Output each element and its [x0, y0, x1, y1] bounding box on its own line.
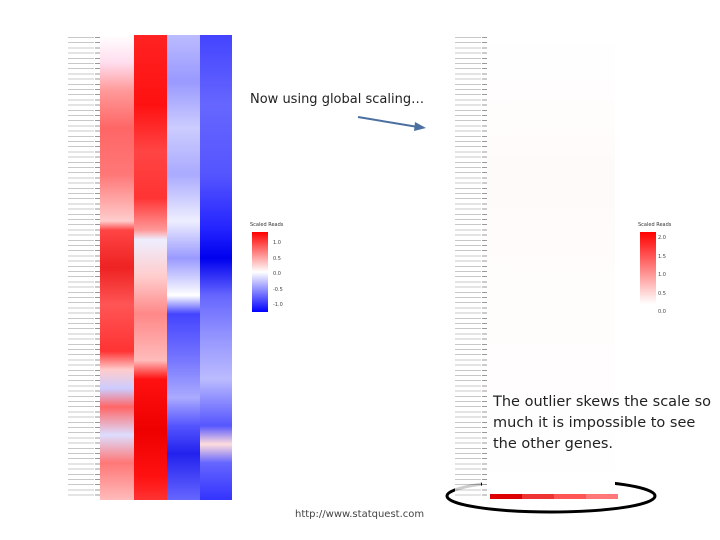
legend-bar: [252, 232, 268, 312]
gene-labels: [68, 35, 94, 500]
gene-labels: [455, 35, 481, 500]
url: http://www.statquest.com: [295, 509, 425, 520]
note: Now using global scaling…: [250, 92, 425, 107]
heatmap-column: [134, 35, 167, 500]
legend-label: -1.0: [273, 302, 283, 308]
heatmap-right: [487, 35, 615, 500]
legend-label: 0.5: [658, 290, 666, 297]
heatmap-left: [100, 35, 232, 500]
legend-label: -0.5: [273, 286, 283, 293]
gene-ticks: [482, 35, 487, 500]
heatmap-column: [167, 35, 200, 500]
legend-label: 1.0: [273, 240, 281, 246]
legend-title: Scaled Reads: [638, 222, 672, 228]
legend-bar: [640, 232, 656, 304]
outlier-cell: [586, 494, 618, 499]
outlier-row: [490, 494, 618, 499]
legend-label: 1.0: [658, 272, 666, 278]
caption: The outlier skews the scale so much it i…: [493, 394, 712, 452]
heatmap-column: [200, 35, 232, 500]
arrow-head: [414, 122, 426, 131]
outlier-cell: [522, 494, 554, 499]
legend-label: 0.0: [273, 271, 281, 277]
arrow: [357, 116, 419, 128]
legend-label: 0.5: [273, 255, 281, 262]
legend-label: 2.0: [658, 235, 666, 241]
legend-label: 1.5: [658, 253, 666, 260]
heatmap-column: [100, 35, 134, 500]
legend-label: 0.0: [658, 309, 666, 315]
legend-title: Scaled Reads: [250, 222, 284, 228]
outlier-cell: [554, 494, 586, 499]
outlier-cell: [490, 494, 522, 499]
gene-ticks: [95, 35, 100, 500]
